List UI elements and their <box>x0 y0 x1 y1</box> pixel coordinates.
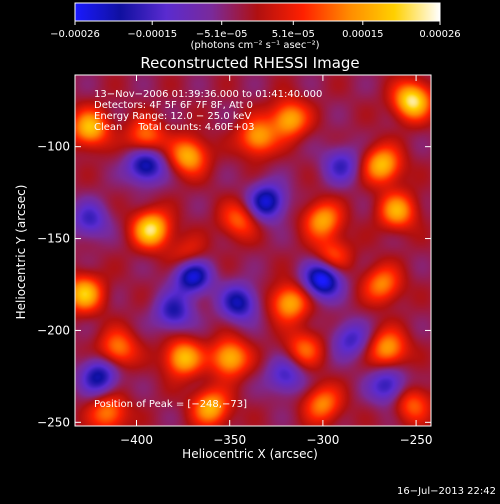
colorbar-tick-label: −0.00026 <box>50 29 100 40</box>
x-tick-label: −250 <box>400 433 433 447</box>
x-tick-label: −400 <box>120 433 153 447</box>
plot-frame <box>74 74 432 427</box>
colorbar-unit-label: (photons cm⁻² s⁻¹ asec⁻²) <box>190 40 319 51</box>
x-tick-label: −300 <box>306 433 339 447</box>
annotation-clean-counts: Clean Total counts: 4.60E+03 <box>94 122 254 133</box>
heatmap-image <box>74 74 432 427</box>
timestamp-label: 16−Jul−2013 22:42 <box>397 486 496 497</box>
y-tick-label: −150 <box>37 232 70 246</box>
y-axis-ticks: −100 −150 −200 −250 <box>37 140 431 429</box>
y-tick-label: −250 <box>37 415 70 429</box>
peak-position-label: Position of Peak = [−248,−73] <box>94 399 247 410</box>
colorbar-frame <box>74 2 441 22</box>
x-tick-label: −350 <box>213 433 246 447</box>
heatmap-canvas <box>75 75 431 426</box>
annotation-block: 13−Nov−2006 01:39:36.000 to 01:41:40.000… <box>94 89 322 133</box>
colorbar-tick-label: 0.00015 <box>342 29 383 40</box>
heatmap-container <box>75 75 431 426</box>
annotation-time-range: 13−Nov−2006 01:39:36.000 to 01:41:40.000 <box>94 89 322 100</box>
colorbar-tick-label: 5.1e−05 <box>272 29 315 40</box>
y-axis-label: Heliocentric Y (arcsec) <box>14 185 28 320</box>
y-tick-label: −200 <box>37 323 70 337</box>
colorbar-gradient <box>75 3 440 21</box>
x-axis-label: Heliocentric X (arcsec) <box>182 447 318 461</box>
colorbar: −0.00026 −0.00015 −5.1e−05 5.1e−05 0.00015 0.… <box>50 2 461 51</box>
colorbar-tick-label: 0.00026 <box>419 29 460 40</box>
annotation-detectors: Detectors: 4F 5F 6F 7F 8F, Att 0 <box>94 100 253 111</box>
x-axis-ticks: −400 −350 −300 −250 <box>120 75 433 447</box>
colorbar-ticks: −0.00026 −0.00015 −5.1e−05 5.1e−05 0.00015 0.… <box>50 21 461 40</box>
y-tick-label: −100 <box>37 140 70 154</box>
annotation-energy-range: Energy Range: 12.0 − 25.0 keV <box>94 111 251 122</box>
chart-title: Reconstructed RHESSI Image <box>140 54 359 72</box>
colorbar-tick-label: −5.1e−05 <box>196 29 248 40</box>
colorbar-tick-label: −0.00015 <box>127 29 177 40</box>
